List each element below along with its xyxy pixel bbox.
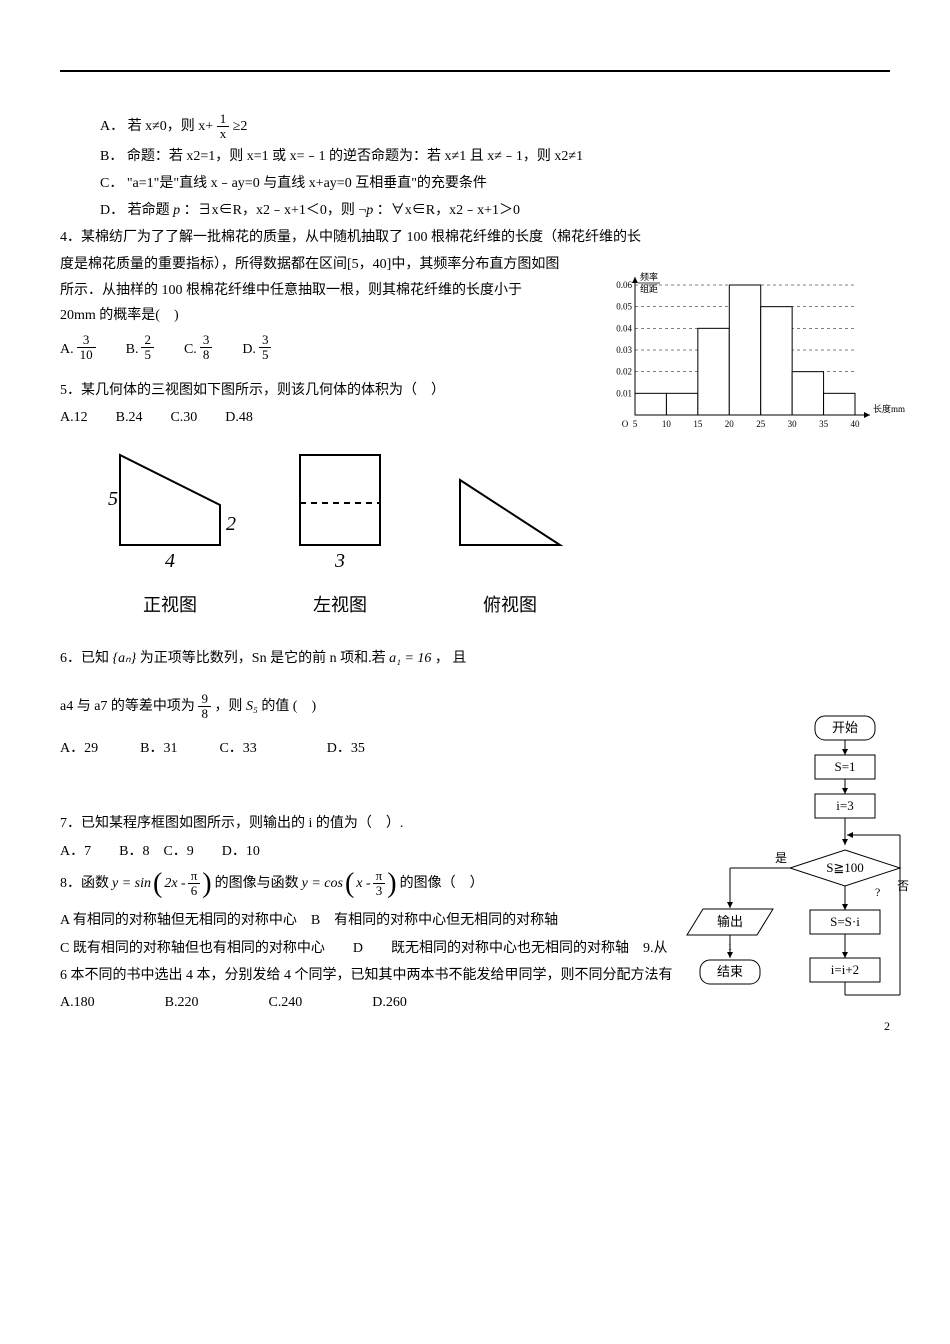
dim-5: 5 xyxy=(108,488,118,510)
svg-text:0.01: 0.01 xyxy=(616,388,632,398)
q6-seq: {aₙ} xyxy=(113,651,137,666)
q3-a-text: A． 若 x≠0，则 x+ xyxy=(100,119,213,134)
left-view-label: 左视图 xyxy=(280,589,400,621)
q8-post: 的图像（ ） xyxy=(400,871,484,896)
svg-text:开始: 开始 xyxy=(832,720,858,735)
q4-d-label: D. xyxy=(242,337,256,362)
svg-text:0.02: 0.02 xyxy=(616,367,632,377)
q6-mid1: 为正项等比数列，Sn 是它的前 n 项和.若 xyxy=(140,651,386,666)
dim-3: 3 xyxy=(334,550,345,572)
svg-text:10: 10 xyxy=(662,419,672,429)
svg-text:0.06: 0.06 xyxy=(616,280,632,290)
top-view: 俯视图 xyxy=(440,465,580,622)
q8-y2: y = cos ( x - π3 ) xyxy=(302,869,397,899)
top-rule xyxy=(60,70,890,72)
q3-d-p2: ：∀x∈R，x2﹣x+1＞0 xyxy=(377,203,520,218)
svg-text:0.05: 0.05 xyxy=(616,302,632,312)
q4-opt-b: B. 25 xyxy=(126,333,154,363)
svg-text:i=i+2: i=i+2 xyxy=(831,962,859,977)
svg-text:35: 35 xyxy=(819,419,829,429)
svg-text:0.03: 0.03 xyxy=(616,345,632,355)
q3-opt-a: A． 若 x≠0，则 x+ 1 x ≥2 xyxy=(60,112,890,142)
svg-text:是: 是 xyxy=(775,851,787,865)
svg-text:30: 30 xyxy=(788,419,798,429)
q4-stem-line2: 度是棉花质量的重要指标），所得数据都在区间[5，40]中，其频率分布直方图如图所… xyxy=(60,252,560,328)
q4-opt-c: C. 38 xyxy=(184,333,212,363)
svg-text:结束: 结束 xyxy=(717,964,743,979)
three-views: 5 2 4 正视图 3 左视图 俯视图 xyxy=(100,445,890,622)
q6-l2-tail: 的值 ( ) xyxy=(261,699,316,714)
svg-text:?: ? xyxy=(875,885,880,899)
q3-opt-b: B． 命题：若 x2=1，则 x=1 或 x=﹣1 的逆否命题为：若 x≠1 且… xyxy=(60,144,890,169)
p-symbol: p xyxy=(173,203,180,218)
svg-text:40: 40 xyxy=(851,419,861,429)
q3-opt-c: C． "a=1"是"直线 x﹣ay=0 与直线 x+ay=0 互相垂直"的充要条… xyxy=(60,171,890,196)
q4-c-label: C. xyxy=(184,337,197,362)
svg-text:20: 20 xyxy=(725,419,735,429)
q3-d-pre: D． 若命题 xyxy=(100,203,170,218)
page-number: 2 xyxy=(884,1016,890,1038)
left-view: 3 左视图 xyxy=(280,445,400,622)
q4-opt-a: A. 310 xyxy=(60,333,96,363)
top-view-label: 俯视图 xyxy=(440,589,580,621)
q4-opt-d: D. 35 xyxy=(242,333,271,363)
q8-pre: 8．函数 xyxy=(60,871,109,896)
dim-2: 2 xyxy=(226,513,236,535)
flowchart-figure: 开始S=1i=3S≧100否?S=S·ii=i+2是输出i结束 xyxy=(660,710,910,1070)
neg-p-symbol: ¬p xyxy=(358,203,373,218)
q6-l2-pre: a4 与 a7 的等差中项为 xyxy=(60,699,195,714)
svg-text:S=S·i: S=S·i xyxy=(830,914,860,929)
q3-a-tail: ≥2 xyxy=(233,119,248,134)
svg-text:否: 否 xyxy=(897,879,909,893)
svg-text:S≧100: S≧100 xyxy=(826,860,864,875)
q6-line1: 6．已知 {aₙ} 为正项等比数列，Sn 是它的前 n 项和.若 a₁ = 16… xyxy=(60,646,890,671)
q3-a-frac: 1 x xyxy=(217,112,230,142)
q6-s5: S₅ xyxy=(246,699,258,714)
svg-text:15: 15 xyxy=(693,419,703,429)
svg-text:0.04: 0.04 xyxy=(616,323,632,333)
svg-text:S=1: S=1 xyxy=(834,759,855,774)
q4-a-label: A. xyxy=(60,337,74,362)
q6-a1: a₁ = 16 xyxy=(389,651,431,666)
dim-4: 4 xyxy=(165,550,175,572)
q6-mid2: ， 且 xyxy=(435,651,467,666)
svg-text:输出: 输出 xyxy=(717,914,743,929)
q8-mid: 的图像与函数 xyxy=(215,871,299,896)
q6-l2-post: ，则 xyxy=(214,699,242,714)
q3-opt-d: D． 若命题 p ：∃x∈R，x2﹣x+1＜0，则 ¬p ：∀x∈R，x2﹣x+… xyxy=(60,198,890,223)
front-view: 5 2 4 正视图 xyxy=(100,445,240,622)
svg-text:O: O xyxy=(622,419,629,429)
q6-pre: 6．已知 xyxy=(60,651,109,666)
svg-text:25: 25 xyxy=(756,419,766,429)
front-view-label: 正视图 xyxy=(100,589,240,621)
q8-y1: y = sin ( 2x - π6 ) xyxy=(112,869,212,899)
svg-text:5: 5 xyxy=(633,419,638,429)
q4-stem-line1: 4．某棉纺厂为了了解一批棉花的质量，从中随机抽取了 100 根棉花纤维的长度（棉… xyxy=(60,225,890,250)
svg-text:组距: 组距 xyxy=(640,283,658,294)
q4-b-label: B. xyxy=(126,337,139,362)
q3-d-p1: ：∃x∈R，x2﹣x+1＜0，则 xyxy=(184,203,355,218)
svg-text:频率: 频率 xyxy=(640,271,658,282)
histogram-figure: 0.01 0.02 0.03 0.04 0.05 0.06 5 10 15 20 25 30 35 40 O… xyxy=(600,270,910,440)
svg-text:i=3: i=3 xyxy=(836,798,853,813)
svg-text:长度mm: 长度mm xyxy=(873,403,905,414)
